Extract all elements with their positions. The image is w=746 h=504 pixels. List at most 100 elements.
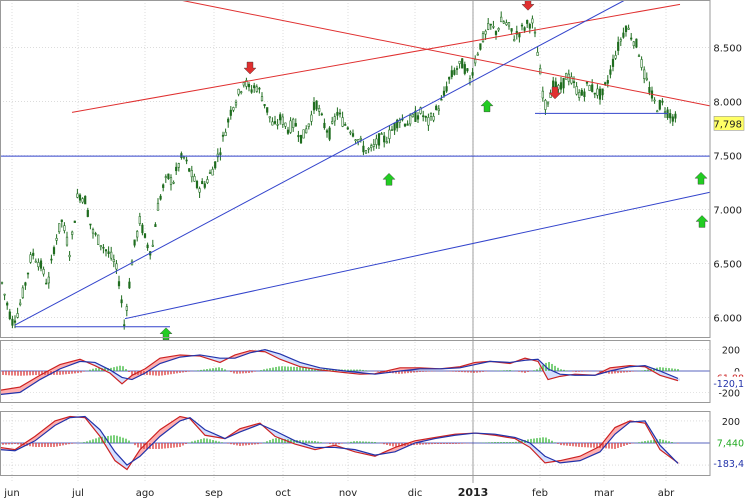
candle-body bbox=[365, 150, 367, 153]
candle-body bbox=[350, 132, 352, 133]
candle-body bbox=[136, 231, 138, 237]
candle-body bbox=[313, 102, 315, 110]
candle-body bbox=[391, 130, 393, 131]
candle-body bbox=[87, 210, 89, 216]
candle-body bbox=[459, 61, 461, 63]
candle-body bbox=[295, 123, 297, 126]
candle-body bbox=[108, 252, 110, 254]
candle-body bbox=[201, 181, 203, 183]
candle-body bbox=[446, 87, 448, 92]
last-price-label: 7,798 bbox=[713, 119, 742, 130]
candle-body bbox=[110, 252, 112, 258]
candle-body bbox=[547, 102, 549, 104]
candle-body bbox=[422, 116, 424, 117]
candle-body bbox=[407, 124, 409, 126]
candle-body bbox=[84, 196, 86, 204]
candle-body bbox=[532, 19, 534, 23]
candle-body bbox=[162, 185, 164, 188]
price-y-tick-label: 8.000 bbox=[713, 98, 742, 109]
candle-body bbox=[170, 178, 172, 185]
candle-body bbox=[378, 134, 380, 146]
x-axis-label-dic: dic bbox=[408, 488, 423, 499]
candle-body bbox=[381, 134, 383, 135]
candle-body bbox=[513, 39, 515, 40]
candle-body bbox=[383, 136, 385, 142]
oscillator-1-cross-fill bbox=[678, 378, 680, 380]
candle-body bbox=[90, 224, 92, 225]
candle-body bbox=[134, 240, 136, 245]
candle-body bbox=[641, 60, 643, 68]
oscillator-2-value-label: -183,4 bbox=[713, 459, 744, 470]
candle-body bbox=[279, 115, 281, 120]
candle-body bbox=[298, 135, 300, 136]
candle-body bbox=[160, 196, 162, 199]
candle-body bbox=[318, 108, 320, 111]
candle-body bbox=[503, 22, 505, 23]
candle-body bbox=[565, 73, 567, 79]
candle-body bbox=[347, 128, 349, 129]
candle-body bbox=[220, 153, 222, 155]
candle-body bbox=[537, 52, 539, 55]
candle-body bbox=[199, 189, 201, 193]
candle-body bbox=[152, 245, 154, 246]
candle-body bbox=[118, 282, 120, 286]
candle-body bbox=[58, 224, 60, 232]
candle-body bbox=[155, 225, 157, 227]
candle-body bbox=[56, 238, 58, 240]
candle-body bbox=[92, 230, 94, 233]
candle-body bbox=[82, 199, 84, 202]
candle-body bbox=[69, 255, 71, 257]
candle-body bbox=[542, 91, 544, 98]
candle-body bbox=[604, 83, 606, 85]
candle-body bbox=[290, 121, 292, 133]
candle-body bbox=[607, 80, 609, 83]
candle-body bbox=[573, 82, 575, 83]
candle-body bbox=[324, 123, 326, 127]
candle-body bbox=[165, 177, 167, 178]
candle-body bbox=[139, 216, 141, 223]
x-axis-label-oct: oct bbox=[275, 488, 291, 499]
candle-body bbox=[209, 173, 211, 174]
candle-body bbox=[326, 131, 328, 133]
candle-body bbox=[521, 25, 523, 26]
candle-body bbox=[259, 88, 261, 89]
candle-body bbox=[303, 130, 305, 138]
candle-body bbox=[339, 113, 341, 114]
candle-body bbox=[19, 303, 21, 305]
candle-body bbox=[508, 23, 510, 27]
candle-body bbox=[45, 283, 47, 284]
candle-body bbox=[602, 89, 604, 95]
candle-body bbox=[321, 114, 323, 115]
x-axis-label-sep: sep bbox=[205, 488, 223, 499]
candle-body bbox=[113, 259, 115, 261]
candle-body bbox=[285, 123, 287, 126]
candle-body bbox=[474, 59, 476, 63]
x-axis-label-mar: mar bbox=[594, 488, 615, 499]
candle-body bbox=[175, 167, 177, 171]
candle-body bbox=[77, 194, 79, 197]
oscillator-2-value-label: 7,440 bbox=[717, 438, 744, 449]
candle-body bbox=[617, 42, 619, 50]
candle-body bbox=[441, 99, 443, 100]
candle-body bbox=[329, 128, 331, 139]
candle-body bbox=[412, 114, 414, 117]
candle-body bbox=[157, 203, 159, 210]
candle-body bbox=[51, 259, 53, 260]
candle-body bbox=[586, 82, 588, 83]
candle-body bbox=[656, 111, 658, 112]
candle-body bbox=[71, 232, 73, 234]
x-axis-label-jun: jun bbox=[3, 488, 19, 499]
candle-body bbox=[100, 245, 102, 246]
candle-body bbox=[331, 121, 333, 123]
candle-body bbox=[589, 85, 591, 90]
candle-body bbox=[269, 117, 271, 118]
candle-body bbox=[669, 113, 671, 118]
candle-body bbox=[1, 282, 3, 283]
candle-body bbox=[633, 42, 635, 46]
candle-body bbox=[79, 195, 81, 200]
candle-body bbox=[594, 93, 596, 94]
candle-body bbox=[456, 68, 458, 69]
oscillator-1-y-tick-label: -200 bbox=[718, 388, 740, 399]
price-y-tick-label: 6.000 bbox=[713, 314, 742, 325]
candle-body bbox=[38, 262, 40, 266]
